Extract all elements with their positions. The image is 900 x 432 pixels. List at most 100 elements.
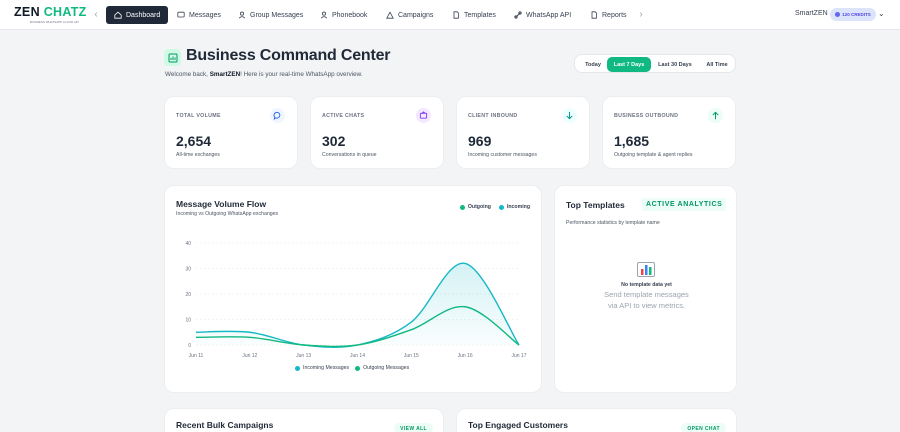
nav-item-label: Templates [464,11,496,19]
templates-empty-line-2: via API to view metrics. [607,301,686,310]
chat-icon [177,11,185,18]
link-icon [514,11,522,19]
x-tick-label: Jun 13 [296,353,311,359]
nav-item-label: Dashboard [126,11,161,19]
nav-scroll-left-icon[interactable]: ‹ [94,9,98,20]
chart-legend-bottom: Incoming Messages Outgoing Messages [295,365,409,371]
coin-icon [835,12,841,17]
nav-item-label: Group Messages [250,11,304,19]
nav-item-group-messages[interactable]: Group Messages [238,6,303,24]
bar-chart-icon [637,262,655,277]
nav-item-whatsapp-api[interactable]: WhatsApp API [514,6,571,24]
x-tick-label: Jun 15 [404,353,419,359]
top-templates-card: Top Templates ACTIVE ANALYTICS Performan… [554,185,737,393]
chat-icon [270,108,285,123]
chart-subtitle: Incoming vs Outgoing WhatsApp exchanges [176,211,279,217]
account-name[interactable]: SmartZEN [795,10,828,17]
x-tick-label: Jun 17 [511,353,526,359]
stat-label: CLIENT INBOUND [468,113,518,119]
open-chat-button[interactable]: OPEN CHAT [681,423,726,432]
nav-item-templates[interactable]: Templates [452,6,496,24]
welcome-message: Welcome back, SmartZEN! Here is your rea… [165,71,363,78]
stat-card-client-inbound: CLIENT INBOUND 969 Incoming customer mes… [456,96,590,169]
recent-campaigns-card: Recent Bulk Campaigns VIEW ALL [164,408,444,432]
y-tick-label: 10 [185,317,191,323]
templates-empty-title: No template data yet [621,282,672,288]
stat-value: 969 [468,133,492,149]
stat-value: 1,685 [614,133,650,149]
chart-legend-top: Outgoing Incoming [459,204,530,210]
dashboard-chart-icon [164,49,181,66]
home-icon [114,11,122,19]
nav-item-label: Phonebook [332,11,368,19]
templates-title: Top Templates [566,200,625,210]
nav-item-label: Messages [189,11,221,19]
templates-empty-line-1: Send template messages [604,290,689,299]
stat-value: 302 [322,133,346,149]
range-today-button[interactable]: Today [585,61,601,68]
logo[interactable]: ZEN CHATZ BUSINESS WHATSAPP CLOUD API [14,5,86,25]
y-tick-label: 30 [185,266,191,272]
stat-subtitle: Incoming customer messages [468,152,537,158]
y-tick-label: 20 [185,292,191,298]
page-title: Business Command Center [186,47,391,64]
nav-item-label: WhatsApp API [526,11,572,19]
megaphone-icon [386,11,394,19]
active-analytics-badge: ACTIVE ANALYTICS [642,198,727,211]
legend-outgoing[interactable]: Outgoing [459,204,491,210]
nav-item-dashboard[interactable]: Dashboard [106,6,169,24]
credits-label: 120 CREDITS [842,12,871,17]
stat-value: 2,654 [176,133,212,149]
date-range-selector: Today Last 7 Days Last 30 Days All Time [574,54,736,73]
document-icon [453,11,459,19]
series-area-incoming [196,263,519,348]
message-volume-chart: 0 10 20 30 40 Jun 11 Jun 12 Jun 13 Jun 14 Jun 15 J… [185,241,526,359]
stat-label: BUSINESS OUTBOUND [614,113,679,119]
stat-label: TOTAL VOLUME [176,113,221,119]
legend-incoming[interactable]: Incoming [498,204,530,210]
stat-card-total-volume: TOTAL VOLUME 2,654 All-time exchanges [164,96,298,169]
group-icon [238,11,246,19]
nav-item-messages[interactable]: Messages [177,6,221,24]
stat-card-business-outbound: BUSINESS OUTBOUND 1,685 Outgoing templat… [602,96,736,169]
range-last-30-days-button[interactable]: Last 30 Days [658,61,692,68]
stat-label: ACTIVE CHATS [322,113,365,119]
series-line-outgoing [195,306,520,348]
legend-outgoing-messages[interactable]: Outgoing Messages [355,365,409,371]
logo-tagline: BUSINESS WHATSAPP CLOUD API [30,20,79,24]
view-all-button[interactable]: VIEW ALL [394,423,433,432]
message-volume-card: Message Volume Flow Incoming vs Outgoing… [164,185,542,393]
nav-item-label: Reports [602,11,627,19]
stat-subtitle: Outgoing template & agent replies [614,152,693,158]
campaigns-title: Recent Bulk Campaigns [176,420,274,430]
contacts-icon [320,11,328,19]
credits-badge[interactable]: 120 CREDITS [830,8,876,21]
nav-item-phonebook[interactable]: Phonebook [320,6,367,24]
inbox-icon [416,108,431,123]
range-all-time-button[interactable]: All Time [706,61,728,68]
templates-subtitle: Performance statistics by template name [566,220,660,226]
chevron-down-icon[interactable]: ⌄ [878,9,885,18]
legend-incoming-messages[interactable]: Incoming Messages [295,365,349,371]
logo-text: ZEN CHATZ [14,5,87,19]
arrow-down-icon [562,108,577,123]
x-tick-label: Jun 14 [350,353,365,359]
chart-title: Message Volume Flow [176,199,267,209]
report-icon [591,11,597,19]
x-tick-label: Jun 16 [458,353,473,359]
stat-subtitle: Conversations in queue [322,152,377,158]
arrow-up-icon [708,108,723,123]
nav-scroll-right-icon[interactable]: › [639,9,643,20]
stat-subtitle: All-time exchanges [176,152,220,158]
stat-card-active-chats: ACTIVE CHATS 302 Conversations in queue [310,96,444,169]
x-tick-label: Jun 11 [189,353,204,359]
y-tick-label: 0 [188,343,191,349]
nav-item-label: Campaigns [398,11,434,19]
range-last-7-days-button[interactable]: Last 7 Days [607,57,651,72]
nav-item-campaigns[interactable]: Campaigns [386,6,433,24]
top-navbar: ZEN CHATZ BUSINESS WHATSAPP CLOUD API ‹ … [0,0,900,30]
y-tick-label: 40 [185,241,191,247]
customers-title: Top Engaged Customers [468,420,568,430]
nav-item-reports[interactable]: Reports [590,6,627,24]
x-tick-label: Jun 12 [242,353,257,359]
